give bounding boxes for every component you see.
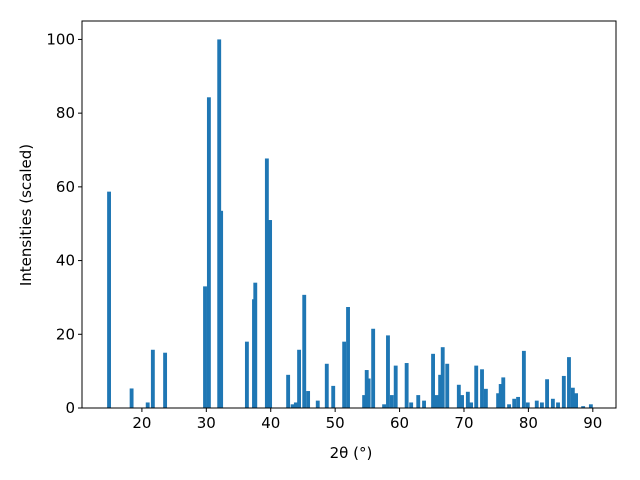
- bar: [163, 352, 168, 408]
- bar: [581, 406, 586, 408]
- bar: [460, 395, 464, 408]
- bar: [129, 388, 134, 408]
- bar: [366, 378, 371, 408]
- y-tick-label: 60: [56, 178, 75, 196]
- x-axis-label: 2θ (°): [330, 444, 373, 462]
- bar: [219, 210, 224, 408]
- bar: [445, 363, 450, 408]
- bar: [574, 393, 578, 408]
- bar: [550, 398, 555, 408]
- bar: [512, 398, 517, 408]
- bar: [404, 363, 409, 408]
- plot-frame: [81, 20, 617, 409]
- bar: [469, 402, 473, 408]
- bar: [293, 402, 298, 408]
- bar: [286, 374, 291, 408]
- bar: [389, 395, 394, 408]
- bar: [588, 404, 593, 408]
- x-tick-label: 40: [261, 414, 280, 432]
- bar: [297, 349, 302, 408]
- bar: [422, 400, 426, 408]
- bar: [150, 349, 155, 408]
- x-tick-label: 70: [454, 414, 473, 432]
- x-tick-label: 20: [132, 414, 151, 432]
- bar: [393, 365, 398, 408]
- bar: [501, 377, 506, 408]
- x-tick-label: 60: [390, 414, 409, 432]
- bar: [456, 384, 461, 408]
- bar: [483, 388, 488, 408]
- bar: [362, 395, 367, 408]
- bar: [438, 374, 443, 408]
- bar: [107, 191, 111, 408]
- bar: [302, 294, 307, 408]
- bar: [567, 357, 571, 408]
- y-tick-label: 80: [56, 104, 75, 122]
- x-tick-label: 50: [326, 414, 345, 432]
- x-tick-label: 30: [197, 414, 216, 432]
- bar: [371, 328, 376, 408]
- bar: [342, 341, 347, 408]
- bar: [480, 369, 484, 408]
- bar: [465, 391, 470, 408]
- bar: [331, 385, 336, 408]
- bar: [409, 402, 414, 408]
- bar: [431, 353, 435, 408]
- y-tick-label: 0: [65, 399, 75, 417]
- bar: [434, 395, 439, 408]
- x-tick-label: 90: [583, 414, 602, 432]
- bar: [386, 335, 390, 408]
- bar: [507, 404, 512, 408]
- y-tick-label: 40: [56, 252, 75, 270]
- bar: [539, 402, 544, 408]
- bar: [556, 402, 560, 408]
- bar: [268, 220, 273, 408]
- bar: [440, 347, 445, 408]
- bar: [244, 341, 249, 408]
- bar: [561, 375, 566, 408]
- bar: [498, 384, 503, 408]
- bar: [545, 379, 550, 408]
- bar: [324, 363, 329, 408]
- bar: [315, 400, 320, 408]
- y-tick-label: 100: [46, 30, 75, 48]
- bar: [306, 391, 311, 408]
- y-axis-label: Intensities (scaled): [17, 144, 35, 286]
- bar: [206, 97, 211, 409]
- bar: [521, 350, 526, 408]
- bar: [203, 286, 207, 408]
- bar: [264, 158, 269, 408]
- bar: [290, 404, 295, 408]
- bar: [516, 396, 521, 408]
- bar: [474, 365, 479, 408]
- bar: [382, 404, 387, 408]
- bar: [346, 307, 350, 408]
- bar: [496, 393, 501, 408]
- bar: [145, 402, 150, 408]
- bar: [525, 402, 530, 408]
- y-tick-label: 20: [56, 325, 75, 343]
- bar: [253, 282, 258, 408]
- bar: [570, 387, 575, 408]
- bar: [416, 395, 421, 408]
- x-tick-label: 80: [519, 414, 538, 432]
- bar: [534, 400, 539, 408]
